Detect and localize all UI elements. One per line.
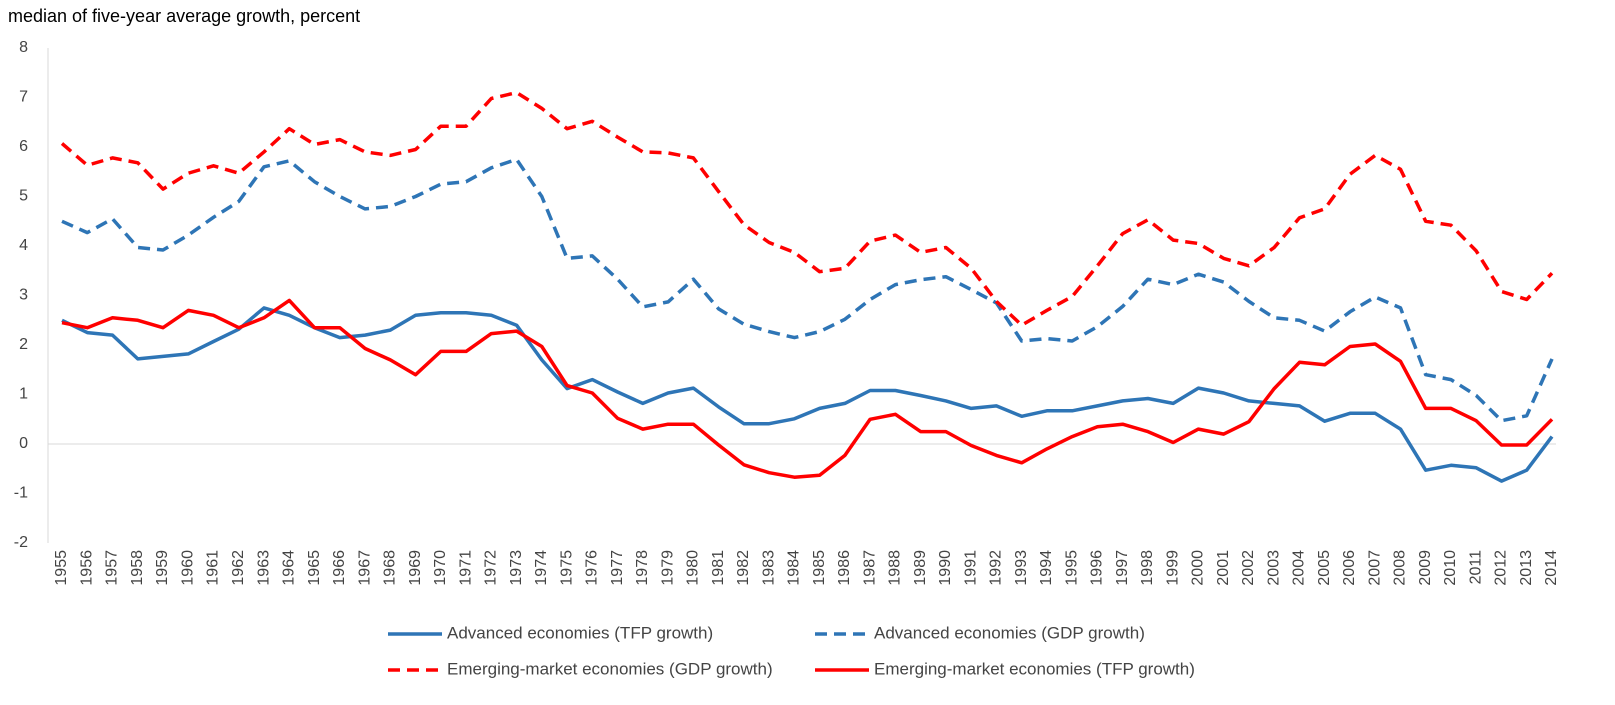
x-tick-label: 1971: [457, 550, 474, 586]
y-tick-label: 4: [19, 237, 28, 254]
series-line: [61, 298, 1554, 479]
y-tick-label: 8: [19, 39, 28, 56]
x-tick-label: 1960: [179, 550, 196, 586]
y-tick-label: 0: [19, 435, 28, 452]
x-tick-label: 1964: [281, 550, 298, 586]
x-tick-label: 1982: [735, 550, 752, 586]
x-tick-label: 1967: [356, 550, 373, 586]
x-tick-label: 1959: [154, 550, 171, 586]
series-line: [61, 157, 1554, 423]
x-tick-label: 1973: [508, 550, 525, 586]
x-tick-label: 1977: [609, 550, 626, 586]
x-tick-label: 2013: [1518, 550, 1535, 586]
x-tick-label: 1968: [382, 550, 399, 586]
x-tick-label: 1963: [255, 550, 272, 586]
x-tick-label: 1955: [53, 550, 70, 586]
y-tick-label: 3: [19, 287, 28, 304]
y-tick-label: -2: [14, 534, 28, 551]
x-tick-label: 2012: [1493, 550, 1510, 586]
x-tick-label: 1993: [1013, 550, 1030, 586]
x-tick-label: 1961: [205, 550, 222, 586]
x-tick-label: 1976: [584, 550, 601, 586]
x-tick-label: 1995: [1063, 550, 1080, 586]
x-tick-label: 1975: [558, 550, 575, 586]
x-tick-label: 1997: [1114, 550, 1131, 586]
x-tick-label: 2009: [1417, 550, 1434, 586]
x-tick-label: 2003: [1265, 550, 1282, 586]
x-tick-label: 2008: [1392, 550, 1409, 586]
x-tick-label: 1974: [533, 550, 550, 586]
x-tick-label: 1990: [937, 550, 954, 586]
legend-label: Advanced economies (TFP growth): [447, 623, 713, 642]
y-tick-label: -1: [14, 485, 28, 502]
legend-label: Advanced economies (GDP growth): [874, 623, 1145, 642]
x-tick-label: 1989: [912, 550, 929, 586]
x-tick-label: 1985: [811, 550, 828, 586]
x-tick-label: 2006: [1341, 550, 1358, 586]
x-tick-label: 2014: [1543, 550, 1560, 586]
x-tick-label: 1983: [760, 550, 777, 586]
legend-label: Emerging-market economies (GDP growth): [447, 659, 773, 678]
x-tick-label: 1956: [78, 550, 95, 586]
x-tick-label: 1992: [988, 550, 1005, 586]
y-tick-label: 1: [19, 386, 28, 403]
x-tick-label: 1996: [1089, 550, 1106, 586]
y-tick-label: 5: [19, 188, 28, 205]
x-tick-label: 1965: [306, 550, 323, 586]
x-tick-label: 1969: [407, 550, 424, 586]
x-tick-label: 2005: [1316, 550, 1333, 586]
x-tick-label: 1972: [483, 550, 500, 586]
x-tick-label: 2007: [1366, 550, 1383, 586]
x-tick-label: 1991: [962, 550, 979, 586]
x-tick-label: 1994: [1038, 550, 1055, 586]
x-tick-label: 1958: [129, 550, 146, 586]
x-tick-label: 1978: [634, 550, 651, 586]
x-tick-label: 1970: [432, 550, 449, 586]
x-tick-label: 2011: [1467, 550, 1484, 585]
x-tick-label: 1998: [1139, 550, 1156, 586]
x-tick-label: 1984: [786, 550, 803, 586]
x-tick-label: 1988: [887, 550, 904, 586]
y-tick-label: 7: [19, 89, 28, 106]
x-tick-label: 1987: [861, 550, 878, 586]
x-tick-label: 1979: [659, 550, 676, 586]
x-tick-label: 2004: [1291, 550, 1308, 586]
x-tick-label: 2000: [1190, 550, 1207, 586]
x-tick-label: 2001: [1215, 550, 1232, 586]
x-tick-label: 2002: [1240, 550, 1257, 586]
legend-label: Emerging-market economies (TFP growth): [874, 659, 1195, 678]
y-tick-label: 6: [19, 138, 28, 155]
x-tick-label: 2010: [1442, 550, 1459, 586]
x-tick-label: 1986: [836, 550, 853, 586]
chart-title: median of five-year average growth, perc…: [8, 6, 360, 26]
x-tick-label: 1980: [685, 550, 702, 586]
x-tick-label: 1999: [1164, 550, 1181, 586]
series-line: [60, 90, 1554, 327]
x-tick-label: 1981: [710, 550, 727, 586]
y-tick-label: 2: [19, 336, 28, 353]
x-tick-label: 1962: [230, 550, 247, 586]
x-tick-label: 1966: [331, 550, 348, 586]
x-tick-label: 1957: [104, 550, 121, 586]
